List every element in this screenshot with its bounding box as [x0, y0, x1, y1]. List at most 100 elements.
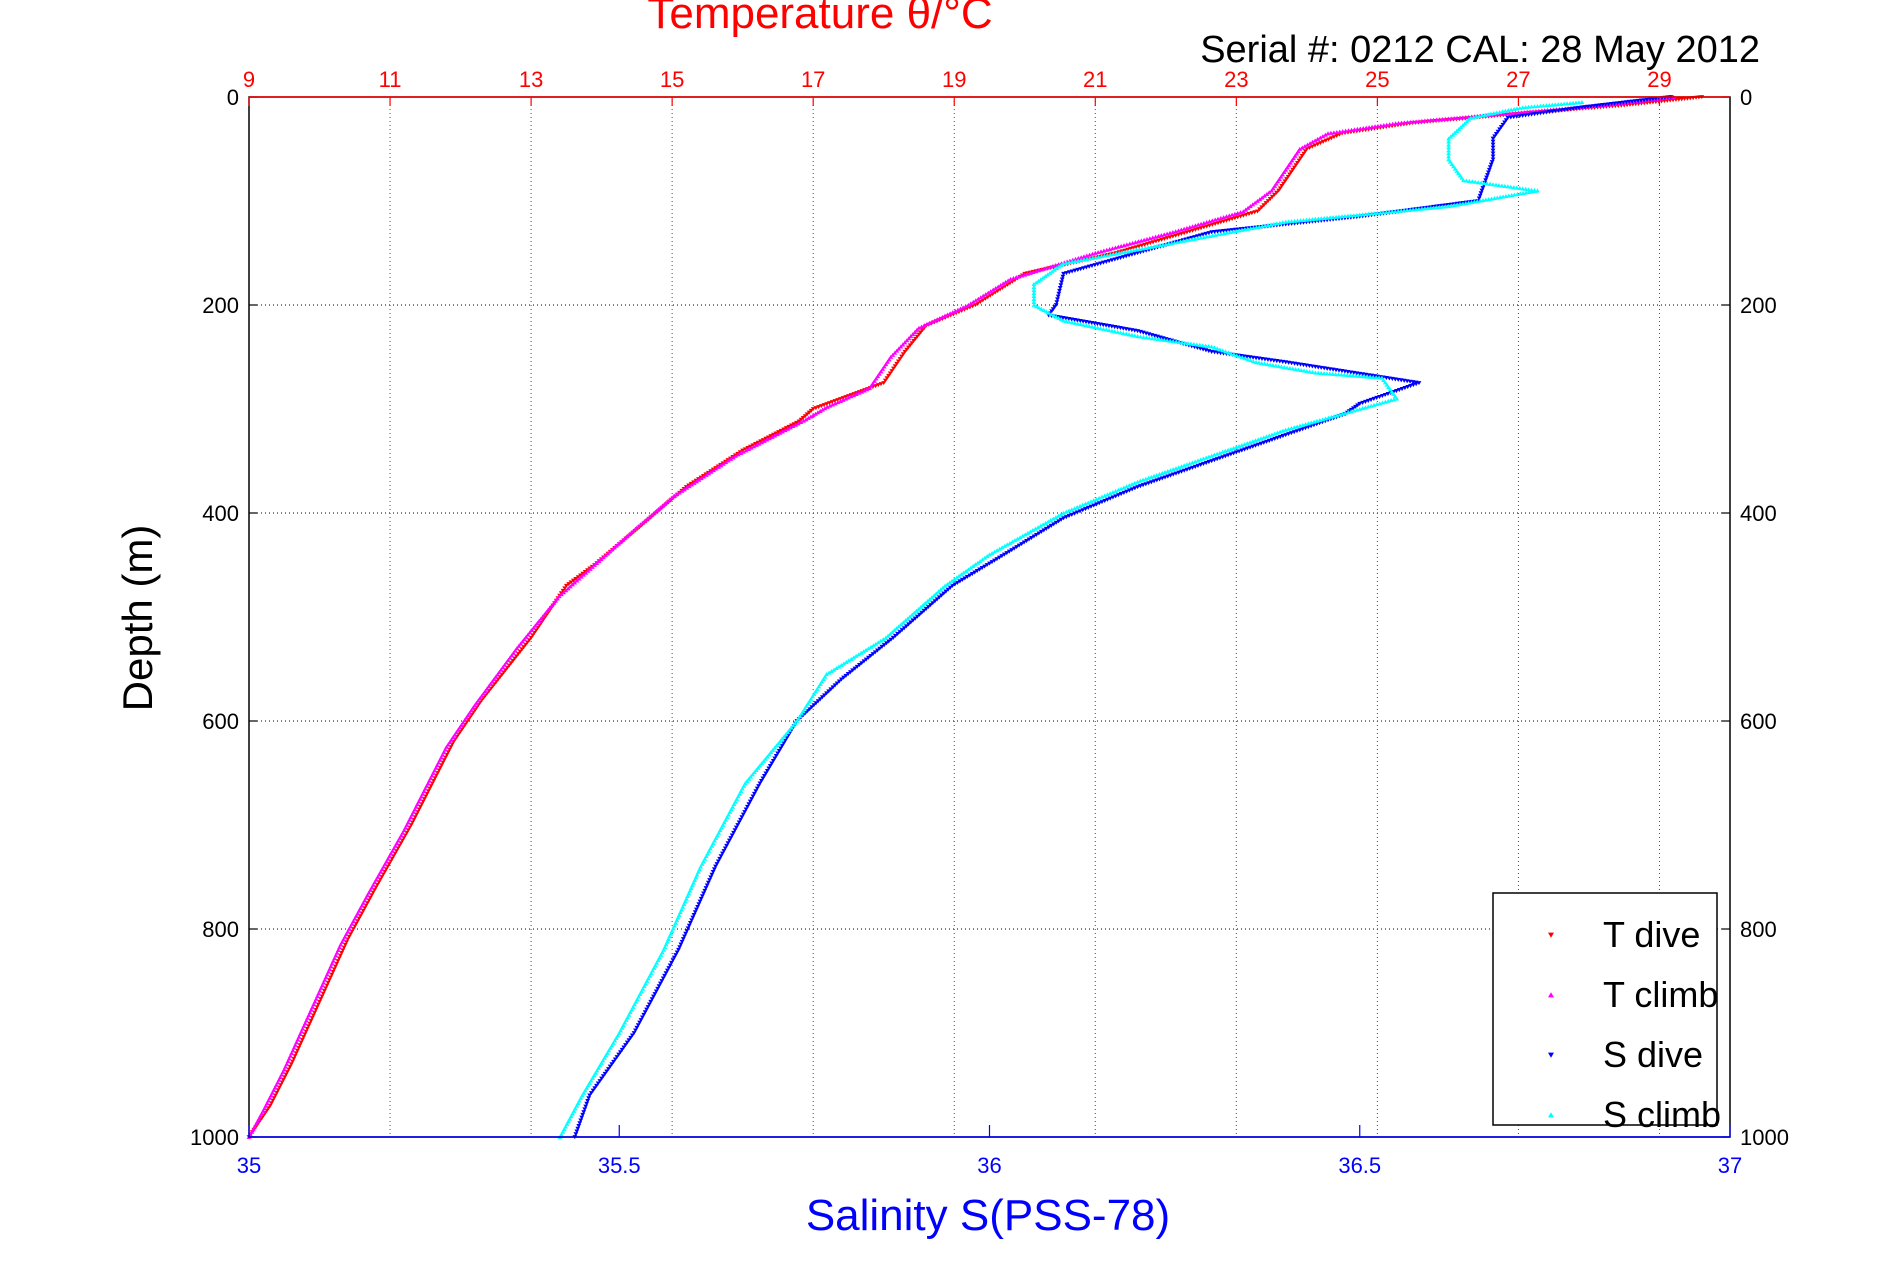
data-point-t-climb — [520, 639, 525, 644]
data-point-t-dive — [1265, 199, 1271, 204]
data-point-t-climb — [677, 490, 682, 495]
data-point-s-climb — [1446, 139, 1452, 144]
data-point-t-dive — [1326, 137, 1331, 142]
data-point-s-climb — [1075, 321, 1081, 326]
data-point-s-dive — [1490, 151, 1496, 156]
data-point-s-dive — [1088, 504, 1094, 509]
data-point-t-dive — [1309, 144, 1315, 149]
top-tick-label: 17 — [801, 67, 825, 92]
data-point-s-climb — [1248, 358, 1253, 363]
data-point-s-dive — [575, 1126, 581, 1131]
data-point-s-climb — [856, 652, 862, 657]
data-point-s-climb — [1477, 198, 1483, 203]
data-point-t-climb — [924, 322, 930, 327]
data-point-s-climb — [1446, 204, 1452, 209]
data-point-s-climb — [1191, 341, 1197, 347]
data-point-s-dive — [728, 836, 734, 841]
data-point-s-climb — [1110, 251, 1116, 257]
data-point-t-climb — [898, 344, 904, 349]
data-point-s-climb — [947, 580, 953, 585]
data-point-s-climb — [1477, 113, 1482, 118]
data-point-s-climb — [1224, 230, 1230, 235]
data-point-s-dive — [770, 759, 776, 764]
series-t-climb — [246, 94, 1676, 1139]
data-point-s-climb — [885, 633, 891, 638]
data-point-s-climb — [1187, 461, 1193, 466]
data-point-t-climb — [1334, 129, 1340, 135]
data-point-s-climb — [1158, 337, 1164, 342]
data-point-t-climb — [1269, 188, 1274, 193]
data-point-t-dive — [333, 964, 338, 969]
data-point-s-climb — [871, 643, 876, 648]
data-point-s-climb — [1099, 494, 1105, 499]
data-point-s-climb — [1277, 220, 1283, 225]
data-point-s-climb — [1497, 109, 1503, 114]
legend-box — [1492, 892, 1718, 1126]
data-point-s-climb — [1558, 101, 1564, 106]
data-point-s-dive — [729, 833, 735, 838]
data-point-s-climb — [1227, 230, 1233, 235]
data-point-s-climb — [829, 669, 834, 674]
data-point-t-dive — [1296, 158, 1302, 163]
data-point-s-climb — [1543, 103, 1549, 108]
data-point-t-climb — [509, 653, 515, 658]
data-point-s-climb — [1256, 224, 1262, 229]
data-point-s-dive — [648, 999, 654, 1004]
data-point-s-climb — [839, 662, 844, 668]
data-point-s-dive — [1353, 404, 1358, 409]
data-point-s-climb — [1474, 114, 1479, 119]
data-point-s-climb — [1378, 210, 1383, 215]
data-point-t-climb — [1442, 116, 1448, 121]
data-point-s-climb — [1369, 211, 1374, 216]
data-point-s-dive — [1056, 519, 1062, 524]
data-point-s-climb — [841, 661, 847, 666]
data-point-s-dive — [653, 989, 659, 994]
data-point-s-climb — [1377, 401, 1383, 406]
data-point-t-climb — [1022, 272, 1028, 277]
data-point-t-dive — [794, 420, 799, 425]
data-point-s-climb — [1459, 175, 1465, 180]
data-point-t-climb — [840, 397, 846, 402]
data-point-t-climb — [1170, 230, 1176, 235]
data-point-t-dive — [742, 447, 748, 452]
data-point-s-climb — [817, 681, 823, 686]
data-point-s-dive — [972, 570, 978, 575]
data-point-s-dive — [733, 825, 739, 830]
data-point-s-dive — [1059, 277, 1065, 282]
data-point-t-dive — [1280, 181, 1286, 186]
data-point-s-dive — [1476, 196, 1482, 201]
data-point-s-dive — [587, 1093, 593, 1098]
data-point-s-climb — [914, 608, 919, 613]
data-point-s-dive — [759, 778, 764, 784]
data-point-t-climb — [808, 414, 814, 419]
data-point-s-dive — [1029, 535, 1034, 541]
data-point-s-climb — [1290, 366, 1296, 371]
data-point-s-climb — [1499, 183, 1505, 188]
data-point-t-climb — [544, 609, 549, 614]
data-point-s-climb — [802, 706, 808, 711]
data-point-t-dive — [783, 426, 789, 431]
data-point-t-climb — [1161, 232, 1167, 237]
data-point-s-climb — [1456, 171, 1461, 176]
data-point-t-climb — [815, 410, 821, 415]
data-point-t-climb — [572, 580, 578, 585]
data-point-s-climb — [1239, 227, 1245, 232]
data-point-s-climb — [766, 752, 772, 757]
data-point-s-climb — [900, 620, 906, 625]
data-point-t-dive — [891, 366, 896, 371]
data-point-s-climb — [1242, 442, 1247, 447]
data-point-s-dive — [676, 947, 681, 952]
data-point-s-climb — [1031, 282, 1037, 287]
data-point-s-dive — [753, 789, 759, 794]
data-point-s-climb — [1213, 232, 1218, 237]
data-point-t-dive — [788, 423, 794, 428]
data-point-s-climb — [1217, 347, 1223, 352]
data-point-t-climb — [581, 572, 586, 577]
data-point-s-dive — [645, 1005, 651, 1010]
data-point-s-climb — [1239, 355, 1245, 360]
data-point-t-climb — [623, 535, 628, 540]
data-point-s-climb — [1370, 374, 1376, 380]
data-point-t-climb — [684, 485, 690, 490]
data-point-t-climb — [1047, 264, 1053, 269]
data-point-s-dive — [1110, 495, 1116, 500]
